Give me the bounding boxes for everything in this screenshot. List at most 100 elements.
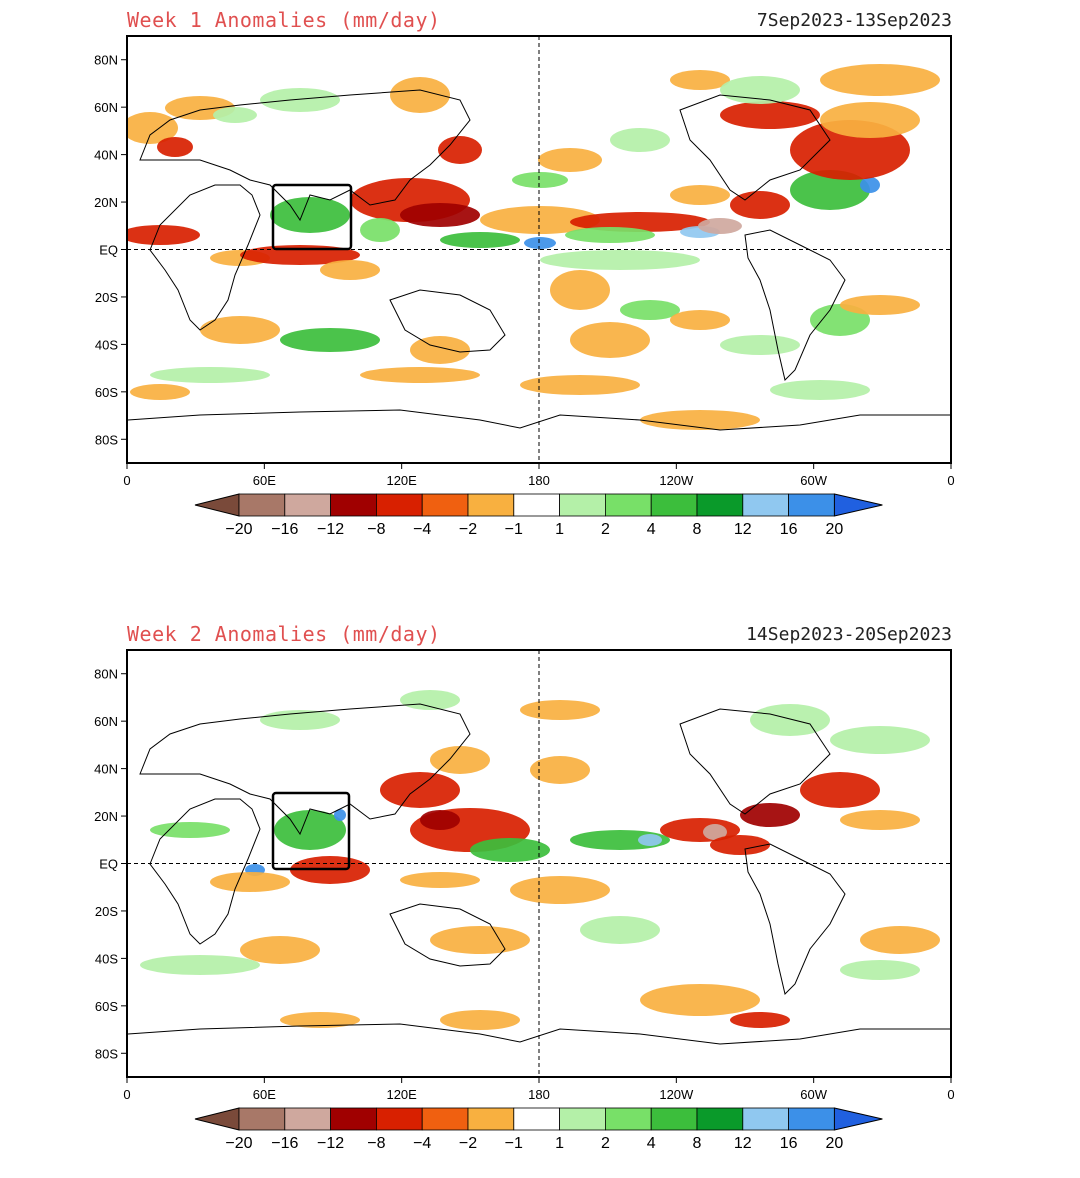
colorbar-label: 1	[555, 1135, 564, 1152]
colorbar-segment	[696, 493, 744, 517]
lat-label: 20N	[94, 809, 118, 824]
anomaly-region	[720, 335, 800, 355]
colorbar-segment	[284, 1107, 331, 1131]
anomaly-region	[400, 872, 480, 888]
lon-label: 0	[947, 1087, 954, 1102]
lat-label: 20N	[94, 195, 118, 210]
colorbar-segment	[330, 493, 377, 517]
colorbar-label: 20	[826, 521, 844, 538]
anomaly-region	[710, 835, 770, 855]
anomaly-region	[550, 270, 610, 310]
coastline	[149, 798, 261, 945]
anomaly-region	[440, 1010, 520, 1030]
anomaly-region	[130, 384, 190, 400]
colorbar-segment	[605, 1107, 652, 1131]
anomaly-region	[640, 410, 760, 430]
colorbar-segment	[788, 1107, 835, 1131]
anomaly-region	[360, 367, 480, 383]
map-area: 80N 60N 40N 20N EQ 20S 40S 60S 80S 0 60E 120E 180 120…	[94, 35, 955, 488]
coastline	[744, 843, 846, 995]
lat-label: 40N	[94, 148, 118, 163]
colorbar-segment	[605, 493, 652, 517]
lon-label: 60E	[253, 473, 276, 488]
anomaly-region	[565, 227, 655, 243]
lon-label: 0	[123, 473, 130, 488]
colorbar-segment	[833, 493, 883, 517]
anomaly-region	[280, 328, 380, 352]
colorbar-segment	[650, 493, 698, 517]
colorbar-segment	[650, 1107, 698, 1131]
lat-label: 60N	[94, 714, 118, 729]
colorbar-label: 4	[647, 1135, 656, 1152]
anomaly-region	[334, 809, 346, 821]
colorbar-label: 8	[693, 1135, 702, 1152]
anomaly-region	[127, 112, 178, 144]
anomaly-region	[280, 1012, 360, 1028]
colorbar-label: −1	[505, 1135, 523, 1152]
anomaly-region	[390, 77, 450, 113]
anomaly-region	[580, 916, 660, 944]
anomaly-region	[740, 803, 800, 827]
lat-label: 40S	[95, 337, 118, 352]
lat-label: 20S	[95, 290, 118, 305]
lon-label: 60W	[800, 1087, 827, 1102]
colorbar: −20 −16 −12 −8 −4 −2 −1 1 2 4 8 12 16 20	[194, 493, 883, 538]
colorbar-segment	[833, 1107, 883, 1131]
anomaly-region	[213, 107, 257, 123]
anomaly-region	[703, 824, 727, 840]
anomaly-region	[730, 191, 790, 219]
anomaly-region	[140, 955, 260, 975]
anomaly-region	[210, 872, 290, 892]
colorbar-label: −16	[271, 521, 298, 538]
week1-panel: Week 1 Anomalies (mm/day) 7Sep2023-13Sep…	[0, 0, 1080, 560]
colorbar-segment	[375, 493, 423, 517]
colorbar-segment	[513, 1107, 560, 1131]
colorbar-label: 2	[601, 521, 610, 538]
lat-label: 80S	[95, 1046, 118, 1061]
colorbar-label: 4	[647, 521, 656, 538]
anomaly-region	[470, 838, 550, 862]
anomaly-region	[860, 926, 940, 954]
anomaly-region	[240, 936, 320, 964]
colorbar-segment	[513, 493, 560, 517]
lon-label: 60W	[800, 473, 827, 488]
anomaly-region	[320, 260, 380, 280]
colorbar-label: 2	[601, 1135, 610, 1152]
anomaly-region	[400, 203, 480, 227]
anomaly-region	[840, 295, 920, 315]
anomaly-region	[270, 197, 350, 233]
colorbar-segment	[742, 493, 789, 517]
coastline	[139, 89, 471, 222]
anomaly-region	[770, 380, 870, 400]
colorbar-label: −2	[459, 521, 477, 538]
colorbar-segment	[467, 1107, 515, 1131]
lat-label: 40N	[94, 762, 118, 777]
colorbar-segment	[696, 1107, 744, 1131]
lat-label: 20S	[95, 904, 118, 919]
anomaly-region	[524, 237, 556, 249]
anomaly-region	[510, 876, 610, 904]
anomaly-region	[720, 101, 820, 129]
panel-title: Week 2 Anomalies (mm/day)	[127, 622, 441, 646]
anomaly-region	[480, 206, 600, 234]
lon-label: 0	[123, 1087, 130, 1102]
coastline	[679, 708, 831, 815]
anomaly-region	[720, 76, 800, 104]
lat-label: EQ	[99, 857, 118, 872]
panel-title: Week 1 Anomalies (mm/day)	[127, 8, 441, 32]
lon-label: 120E	[386, 1087, 417, 1102]
colorbar-label: −2	[459, 1135, 477, 1152]
coastline	[744, 229, 846, 381]
anomaly-region	[730, 1012, 790, 1028]
lat-label: 80N	[94, 53, 118, 68]
lon-label: 180	[528, 473, 550, 488]
anomaly-region	[540, 250, 700, 270]
coastline	[139, 703, 471, 836]
anomaly-region	[440, 232, 520, 248]
lat-label: 60S	[95, 385, 118, 400]
anomaly-fields	[127, 64, 950, 431]
anomaly-region	[260, 88, 340, 112]
colorbar-segment	[238, 1107, 286, 1131]
anomaly-region	[820, 64, 940, 96]
